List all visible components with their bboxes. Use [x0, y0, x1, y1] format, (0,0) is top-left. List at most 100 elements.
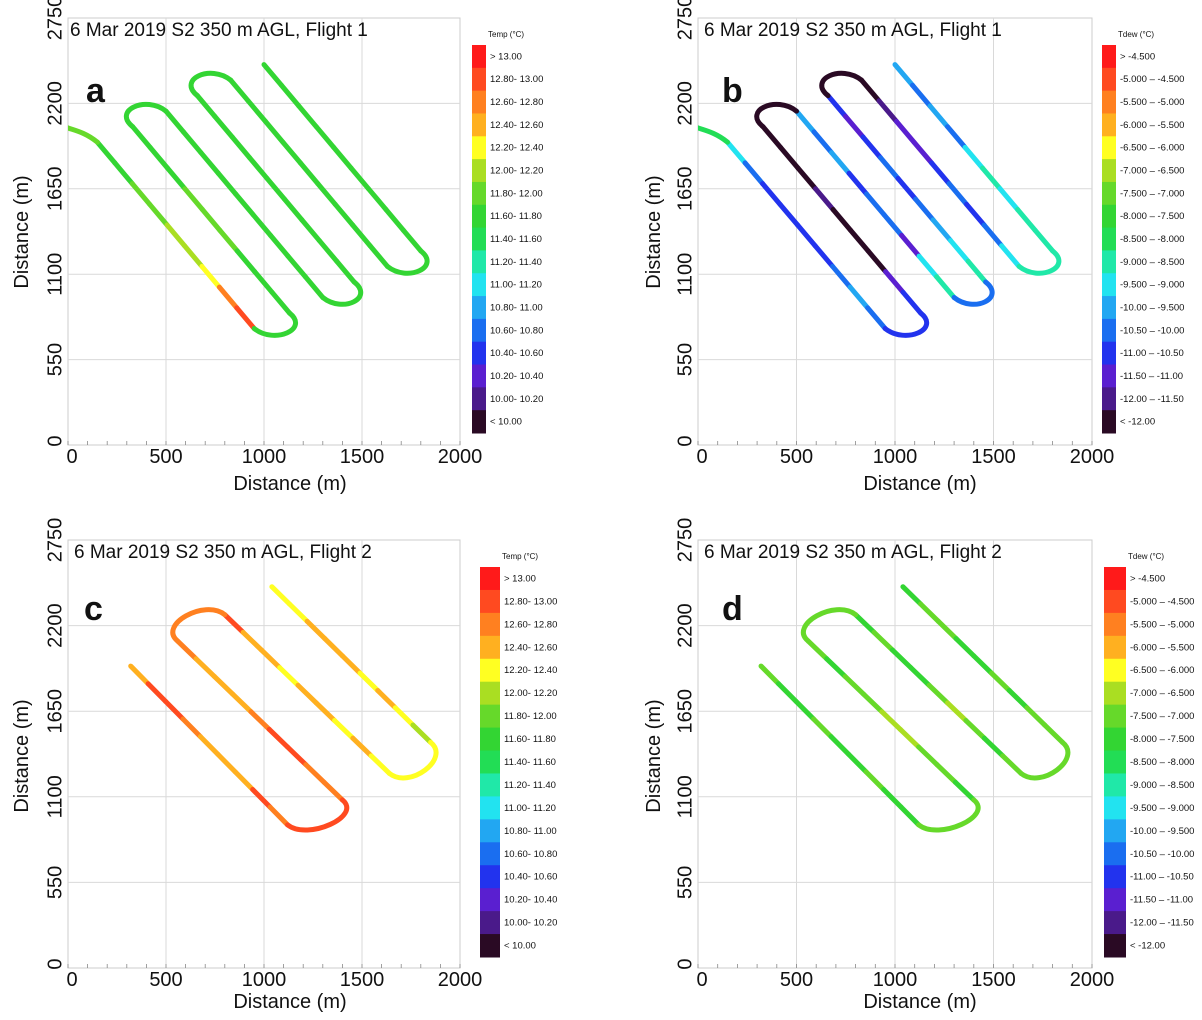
legend-label: 10.80- 11.00 [490, 302, 543, 313]
x-tick-label: 1500 [340, 446, 385, 468]
track-segment [908, 665, 932, 688]
legend-label: -11.00 – -10.50 [1120, 348, 1184, 359]
track-segment [199, 207, 223, 233]
y-axis-label: Distance (m) [643, 175, 665, 288]
legend-swatch [1102, 250, 1116, 274]
track-segment [899, 232, 922, 259]
track-segment [232, 769, 256, 793]
track-segment [895, 175, 919, 202]
legend-swatch [480, 750, 500, 774]
panel-c: 0 500 1000 1500 2000 0 550 1100 1650 2200 2750 Dist… [11, 518, 557, 1013]
track-segment [165, 165, 188, 192]
legend-label: -6.500 – -6.000 [1120, 143, 1184, 154]
track-segment [194, 93, 218, 119]
track-segment [297, 160, 321, 187]
legend-swatch [1104, 567, 1126, 591]
flight-track [128, 584, 439, 833]
chart-title: 6 Mar 2019 S2 350 m AGL, Flight 1 [704, 20, 1002, 41]
legend-label: < 10.00 [490, 417, 522, 428]
x-tick-label: 1000 [242, 969, 287, 991]
track-segment [795, 165, 819, 192]
track-segment [878, 155, 901, 181]
legend-label: -6.000 – -5.500 [1120, 120, 1184, 131]
legend-swatch [472, 227, 486, 251]
legend-swatch [472, 387, 486, 411]
legend-swatch [472, 410, 486, 434]
track-segment [348, 165, 372, 192]
track-segment [1042, 722, 1065, 745]
legend-swatch [1104, 658, 1126, 683]
legend-swatch [1104, 635, 1126, 660]
track-segment [871, 629, 895, 653]
y-tick-label: 2200 [674, 81, 696, 126]
track-segment [252, 269, 275, 295]
track-segment [930, 217, 954, 244]
track-segment [215, 170, 239, 197]
legend-title: Tdew (°C) [1118, 30, 1154, 39]
x-axis-label: Distance (m) [863, 991, 976, 1013]
y-tick-label: 0 [674, 958, 696, 969]
legend-swatch [1104, 750, 1126, 774]
legend-label: -10.00 – -9.500 [1130, 826, 1194, 837]
legend-swatch [472, 45, 486, 69]
legend-label: 11.40- 11.60 [504, 757, 556, 768]
track-segment [1015, 207, 1038, 233]
track-segment [863, 769, 887, 793]
track-segment [258, 647, 283, 671]
track-segment [934, 762, 958, 785]
y-tick-label: 1650 [44, 689, 66, 734]
track-segment [375, 687, 398, 711]
legend-label: -12.00 – -11.50 [1130, 918, 1194, 929]
legend-swatch [1102, 296, 1116, 320]
track-segment [842, 673, 866, 697]
track-segment [997, 186, 1021, 213]
track-turn [320, 279, 364, 307]
track-segment [760, 124, 784, 150]
legend-swatch [480, 773, 500, 797]
track-segment [175, 638, 199, 662]
legend-label: 11.60- 11.80 [490, 211, 542, 222]
x-tick-label: 1000 [873, 446, 918, 468]
track-segment [725, 139, 748, 166]
legend-label: 10.80- 11.00 [504, 826, 557, 837]
legend-label: 12.20- 12.40 [490, 143, 543, 154]
x-tick-label: 1500 [971, 446, 1016, 468]
chart-title: 6 Mar 2019 S2 350 m AGL, Flight 2 [74, 542, 372, 563]
track-segment [234, 305, 257, 332]
track-segment [948, 238, 971, 264]
track-segment [846, 170, 870, 197]
track-segment [400, 227, 424, 254]
track-segment [128, 663, 151, 687]
legend-swatch [1102, 136, 1116, 160]
track-turn [123, 101, 169, 130]
track-segment [269, 289, 292, 316]
legend-title: Tdew (°C) [1128, 552, 1164, 561]
legend-swatch [472, 113, 486, 137]
track-segment [368, 753, 392, 776]
legend-swatch [472, 181, 486, 206]
track-segment [828, 734, 852, 757]
legend-label: -12.00 – -11.50 [1120, 394, 1184, 405]
legend-swatch [480, 612, 500, 637]
legend-label: 12.40- 12.60 [504, 642, 557, 653]
track-segment [864, 191, 887, 218]
track-turn [170, 607, 228, 644]
y-tick-label: 2750 [44, 518, 66, 563]
track-segment [965, 258, 989, 285]
track-segment [145, 681, 169, 704]
track-segment [953, 636, 977, 659]
track-segment [197, 734, 221, 757]
legend-label: -8.000 – -7.500 [1130, 734, 1194, 745]
track-segment [332, 718, 356, 741]
legend-swatch [1102, 45, 1116, 69]
track-segment [215, 751, 238, 775]
legend-swatch [480, 934, 500, 958]
legend-swatch [480, 796, 500, 820]
legend-swatch [1102, 227, 1116, 251]
panel-letter: c [84, 590, 103, 628]
track-segment [147, 201, 170, 228]
track-segment [794, 108, 817, 135]
legend-label: 11.20- 11.40 [490, 257, 542, 268]
track-segment [280, 139, 303, 166]
track-segment [250, 212, 274, 238]
